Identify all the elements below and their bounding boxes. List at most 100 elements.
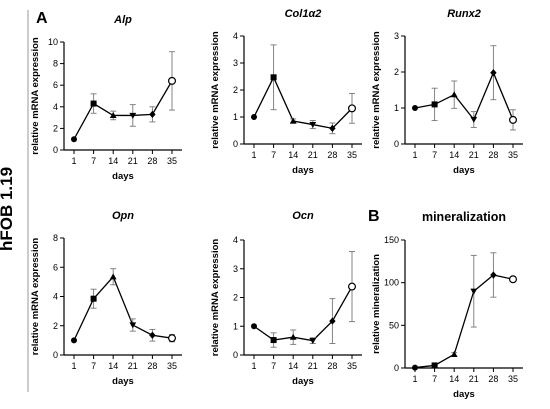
series-line [73,275,173,341]
chart-panel-5: Ocn 0 1 2 3 4 1 7 14 21 28 35 days relative mRNA expr… [210,210,362,387]
x-tick-label: 1 [251,150,256,160]
y-tick-label: 4 [53,292,58,302]
y-tick-label: 8 [53,233,58,243]
chart-title: Col1α2 [285,8,322,20]
x-axis-title: days [453,165,475,176]
chart-title: mineralization [422,210,506,224]
y-axis-title: relative mRNA expression [30,37,41,155]
x-tick-label: 1 [412,150,417,160]
x-tick-label: 21 [308,150,318,160]
data-point [90,100,97,107]
chart-panel-1: Alp 0 2 4 6 8 10 1 7 14 21 28 35 days relative mRNA ex… [30,14,182,182]
data-point [329,317,336,325]
x-tick-label: 14 [449,374,459,384]
series-line [414,71,514,121]
data-point [251,323,257,330]
y-tick-label: 2 [53,321,58,331]
data-point [509,115,518,124]
data-point [270,337,277,344]
y-tick-label: 6 [53,80,58,90]
x-tick-label: 7 [432,374,437,384]
data-point [289,333,297,340]
x-tick-label: 35 [508,374,518,384]
data-point [71,136,77,143]
y-tick-label: 8 [53,59,58,69]
x-tick-label: 14 [288,361,298,371]
x-tick-label: 7 [91,361,96,371]
data-point [109,273,117,280]
x-tick-label: 7 [432,150,437,160]
data-point [149,331,156,339]
y-tick-label: 100 [384,278,399,288]
data-point [348,282,357,291]
x-tick-label: 21 [128,156,138,166]
y-tick-label: 0 [394,139,399,149]
data-point [71,337,77,344]
y-tick-label: 6 [53,262,58,272]
y-axis-title: relative mRNA expression [210,239,221,357]
y-tick-label: 50 [389,320,399,330]
data-point [251,114,257,120]
x-tick-label: 14 [288,150,298,160]
y-tick-label: 3 [233,264,238,274]
x-tick-label: 21 [469,150,479,160]
series-line [73,80,173,140]
data-point [149,110,156,118]
x-tick-label: 35 [347,361,357,371]
y-axis-title: relative mineralization [371,254,382,354]
data-point [270,74,277,81]
data-point [309,338,317,345]
data-point [348,104,357,113]
x-tick-label: 28 [147,361,157,371]
x-axis-title: days [112,171,134,182]
x-tick-label: 35 [347,150,357,160]
y-tick-label: 150 [384,235,399,245]
y-tick-label: 4 [233,31,238,41]
y-axis-title: relative mRNA expression [371,31,382,149]
data-point [309,121,317,128]
data-point [329,124,336,132]
x-tick-label: 1 [71,156,76,166]
y-axis-title: relative mRNA expression [30,238,41,356]
y-tick-label: 1 [394,103,399,113]
y-tick-label: 2 [233,85,238,95]
data-point [412,105,418,111]
data-point [450,91,458,98]
chart-title: Alp [113,14,132,26]
panel-letter-a: A [36,10,48,27]
y-tick-label: 4 [53,102,58,112]
data-point [129,322,137,329]
x-tick-label: 28 [327,150,337,160]
y-tick-label: 3 [233,58,238,68]
x-tick-label: 21 [128,361,138,371]
data-point [412,364,418,371]
x-axis-title: days [292,165,314,176]
x-axis-title: days [112,376,134,387]
chart-panel-3: Runx2 0 1 2 3 1 7 14 21 28 35 days relative mRNA exp… [371,8,523,176]
data-point [450,350,458,357]
x-tick-label: 28 [147,156,157,166]
y-tick-label: 0 [233,139,238,149]
data-point [490,69,497,77]
series-line [414,274,514,369]
chart-title: Runx2 [447,8,481,20]
y-tick-label: 2 [394,67,399,77]
x-tick-label: 21 [308,361,318,371]
x-tick-label: 7 [271,150,276,160]
x-tick-label: 14 [108,156,118,166]
row-label: hFOB 1.19 [0,167,16,251]
data-point [168,334,177,343]
x-tick-label: 28 [488,150,498,160]
x-tick-label: 1 [71,361,76,371]
y-tick-label: 0 [233,350,238,360]
x-tick-label: 28 [327,361,337,371]
chart-panel-4: Opn 0 2 4 6 8 1 7 14 21 28 35 days relative mRNA expr… [30,210,182,387]
x-tick-label: 7 [271,361,276,371]
chart-title: Opn [112,210,134,222]
data-point [109,112,117,119]
y-tick-label: 1 [233,321,238,331]
x-axis-title: days [453,389,475,400]
y-axis-title: relative mRNA expression [210,31,221,149]
